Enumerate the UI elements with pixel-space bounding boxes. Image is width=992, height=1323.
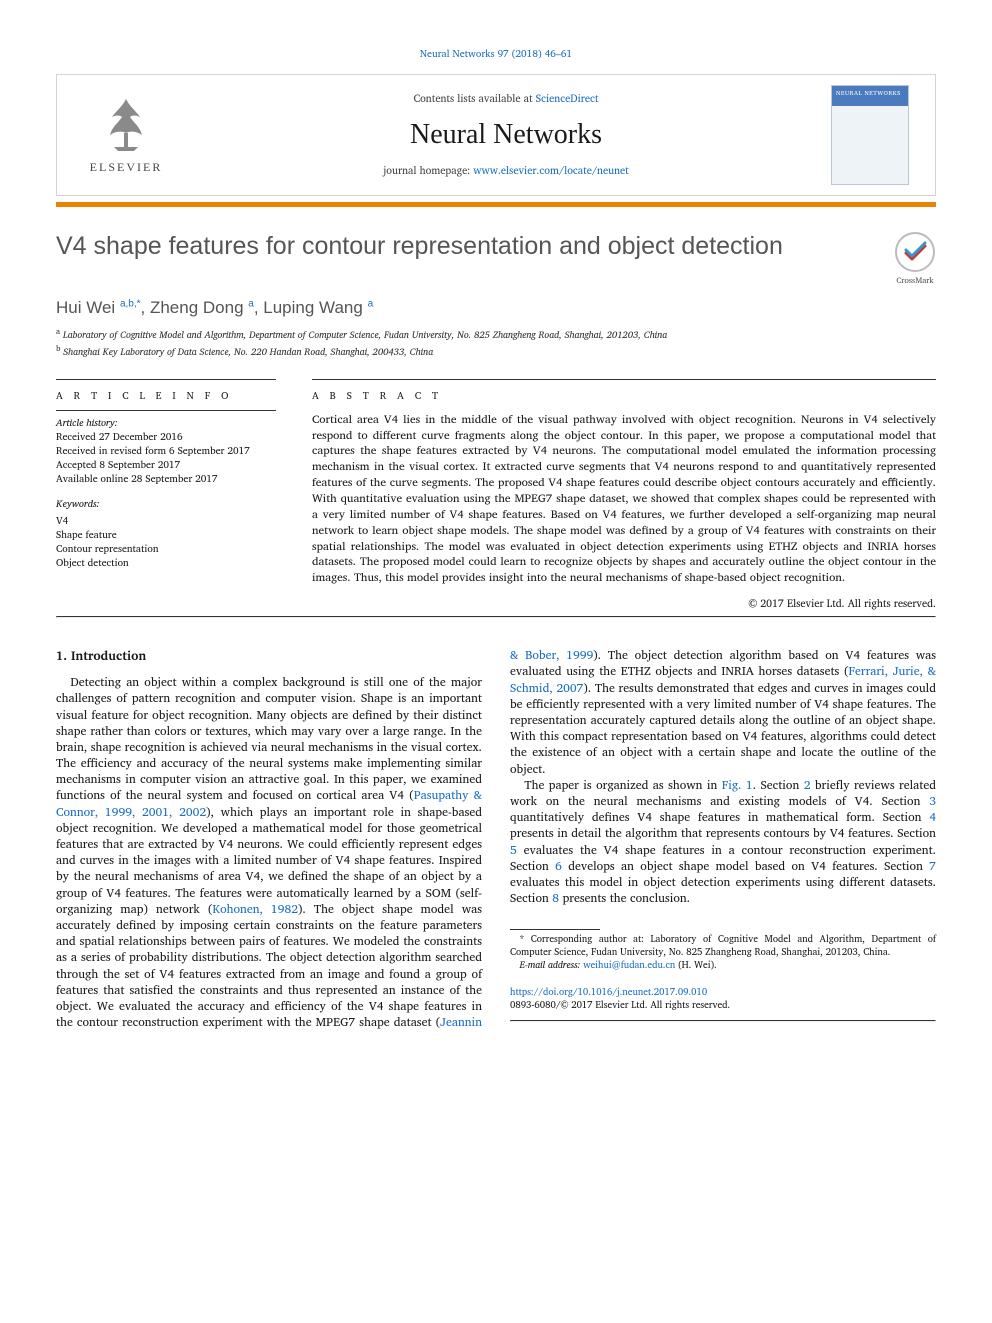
issn-copyright: 0893-6080/© 2017 Elsevier Ltd. All right… bbox=[510, 1000, 936, 1013]
corresponding-author-note: * Corresponding author at: Laboratory of… bbox=[510, 934, 936, 960]
keyword: Object detection bbox=[56, 556, 276, 570]
ref-link[interactable]: Kohonen, 1982 bbox=[212, 900, 298, 919]
email-note: E-mail address: weihui@fudan.edu.cn (H. … bbox=[510, 960, 936, 973]
affiliation: a Laboratory of Cognitive Model and Algo… bbox=[56, 326, 936, 342]
section-link[interactable]: 8 bbox=[552, 889, 559, 908]
keyword: Shape feature bbox=[56, 528, 276, 542]
crossmark-label: CrossMark bbox=[896, 275, 933, 286]
ref-link[interactable]: Ferrari, Jurie, & Schmid, 2007 bbox=[510, 662, 936, 697]
journal-homepage-link[interactable]: www.elsevier.com/locate/neunet bbox=[473, 161, 628, 179]
section-link[interactable]: 4 bbox=[929, 808, 936, 827]
section-1-heading: 1. Introduction bbox=[56, 648, 482, 665]
history-line: Received 27 December 2016 bbox=[56, 430, 276, 444]
section-link[interactable]: 7 bbox=[929, 857, 936, 876]
elsevier-logo: ELSEVIER bbox=[71, 93, 181, 175]
abstract: a b s t r a c t Cortical area V4 lies in… bbox=[312, 379, 936, 610]
sciencedirect-link[interactable]: ScienceDirect bbox=[536, 89, 599, 107]
crossmark-icon bbox=[894, 231, 936, 273]
crossmark-badge[interactable]: CrossMark bbox=[894, 231, 936, 286]
abstract-text: Cortical area V4 lies in the middle of t… bbox=[312, 412, 936, 586]
journal-cover-thumb: NEURAL NETWORKS bbox=[831, 85, 909, 185]
history-line: Received in revised form 6 September 201… bbox=[56, 444, 276, 458]
fig-link[interactable]: Fig. 1 bbox=[722, 776, 753, 795]
elsevier-tree-icon bbox=[94, 93, 158, 157]
keywords-label: Keywords: bbox=[56, 498, 276, 512]
orange-divider bbox=[56, 202, 936, 207]
abstract-heading: a b s t r a c t bbox=[312, 390, 936, 404]
elsevier-wordmark: ELSEVIER bbox=[90, 159, 163, 175]
page-bottom-rule bbox=[510, 1020, 936, 1022]
journal-name: Neural Networks bbox=[195, 116, 817, 154]
keyword: Contour representation bbox=[56, 542, 276, 556]
section-1-para-2: The paper is organized as shown in Fig. … bbox=[510, 778, 936, 908]
journal-homepage: journal homepage: www.elsevier.com/locat… bbox=[195, 163, 817, 177]
contents-available: Contents lists available at ScienceDirec… bbox=[195, 91, 817, 105]
article-info-heading: a r t i c l e i n f o bbox=[56, 390, 276, 404]
top-citation: Neural Networks 97 (2018) 46–61 bbox=[56, 48, 936, 62]
masthead: ELSEVIER Contents lists available at Sci… bbox=[56, 74, 936, 196]
history-line: Available online 28 September 2017 bbox=[56, 472, 276, 486]
ref-link[interactable]: Pasupathy & Connor, 1999, 2001, 2002 bbox=[56, 786, 482, 821]
article-history-label: Article history: bbox=[56, 417, 276, 431]
top-citation-link[interactable]: Neural Networks 97 (2018) 46–61 bbox=[420, 46, 572, 62]
authors: Hui Wei a,b,*, Zheng Dong a, Luping Wang… bbox=[56, 297, 936, 320]
section-link[interactable]: 5 bbox=[510, 841, 517, 860]
footnotes: * Corresponding author at: Laboratory of… bbox=[510, 929, 936, 972]
abstract-copyright: © 2017 Elsevier Ltd. All rights reserved… bbox=[312, 596, 936, 610]
affiliation: b Shanghai Key Laboratory of Data Scienc… bbox=[56, 343, 936, 359]
history-line: Accepted 8 September 2017 bbox=[56, 458, 276, 472]
affiliations: a Laboratory of Cognitive Model and Algo… bbox=[56, 326, 936, 359]
email-link[interactable]: weihui@fudan.edu.cn bbox=[583, 958, 675, 973]
bottom-block: https://doi.org/10.1016/j.neunet.2017.09… bbox=[510, 987, 936, 1013]
section-link[interactable]: 6 bbox=[555, 857, 562, 876]
body-columns: 1. Introduction Detecting an object with… bbox=[56, 648, 936, 1031]
article-title: V4 shape features for contour representa… bbox=[56, 231, 783, 262]
keyword: V4 bbox=[56, 514, 276, 528]
article-info: a r t i c l e i n f o Article history: R… bbox=[56, 379, 276, 610]
section-link[interactable]: 2 bbox=[804, 776, 811, 795]
abstract-bottom-rule bbox=[56, 616, 936, 618]
